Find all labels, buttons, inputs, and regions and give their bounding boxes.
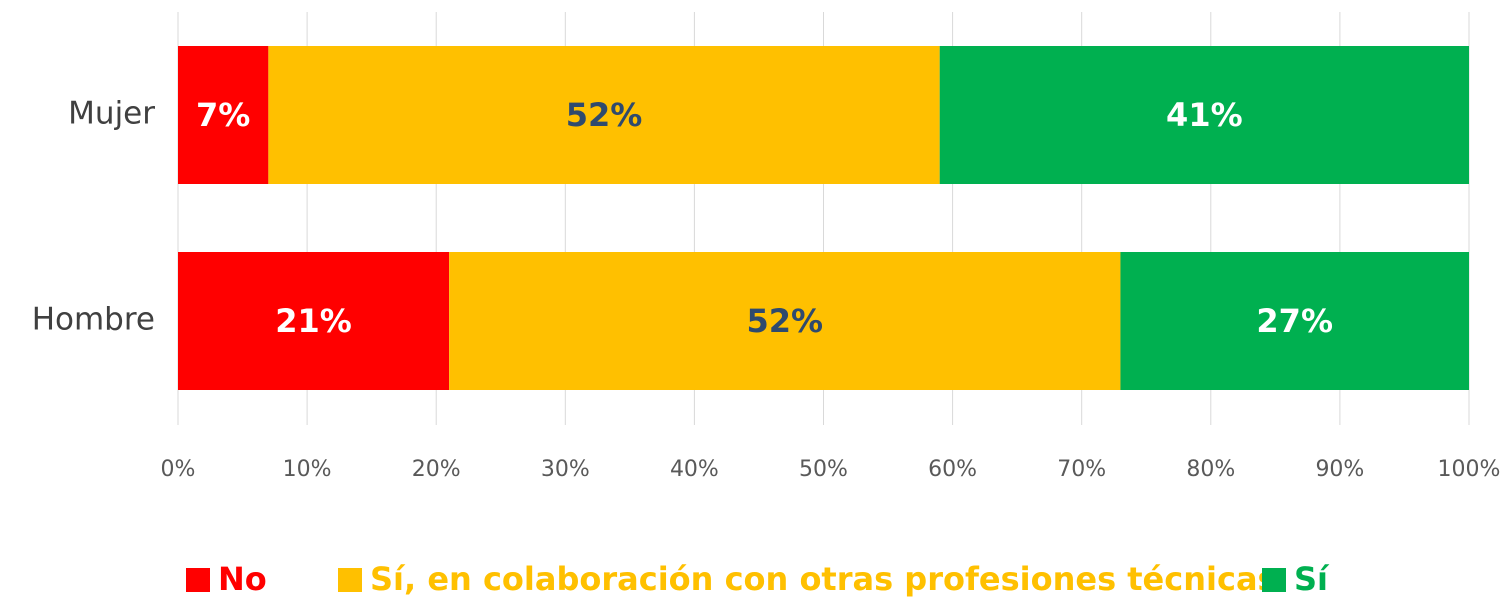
legend-label: Sí, en colaboración con otras profesione… <box>370 560 1277 598</box>
x-tick-label: 70% <box>1057 457 1106 482</box>
bar-segment <box>268 46 940 184</box>
y-tick-label: Mujer <box>68 96 155 132</box>
x-tick-label: 0% <box>161 457 196 482</box>
data-label: 52% <box>566 96 643 134</box>
x-tick-label: 40% <box>670 457 719 482</box>
legend-swatch <box>1262 568 1286 592</box>
x-tick-label: 50% <box>799 457 848 482</box>
data-label: 41% <box>1166 96 1243 134</box>
x-tick-label: 30% <box>541 457 590 482</box>
bar-segment <box>178 46 269 184</box>
data-label: 27% <box>1256 302 1333 340</box>
y-tick-label: Hombre <box>32 302 155 338</box>
bar-segment <box>178 252 450 390</box>
x-tick-label: 60% <box>928 457 977 482</box>
x-tick-label: 90% <box>1315 457 1364 482</box>
bar-segment <box>449 252 1121 390</box>
legend-swatch <box>338 568 362 592</box>
x-tick-label: 10% <box>283 457 332 482</box>
x-tick-label: 20% <box>412 457 461 482</box>
data-label: 52% <box>746 302 823 340</box>
x-tick-label: 100% <box>1438 457 1501 482</box>
x-tick-label: 80% <box>1186 457 1235 482</box>
legend-label: No <box>218 560 267 598</box>
legend-label: Sí <box>1294 560 1330 598</box>
data-label: 21% <box>275 302 352 340</box>
bar-segment <box>1120 252 1469 390</box>
bar-segment <box>939 46 1469 184</box>
legend-swatch <box>186 568 210 592</box>
data-label: 7% <box>196 96 250 134</box>
